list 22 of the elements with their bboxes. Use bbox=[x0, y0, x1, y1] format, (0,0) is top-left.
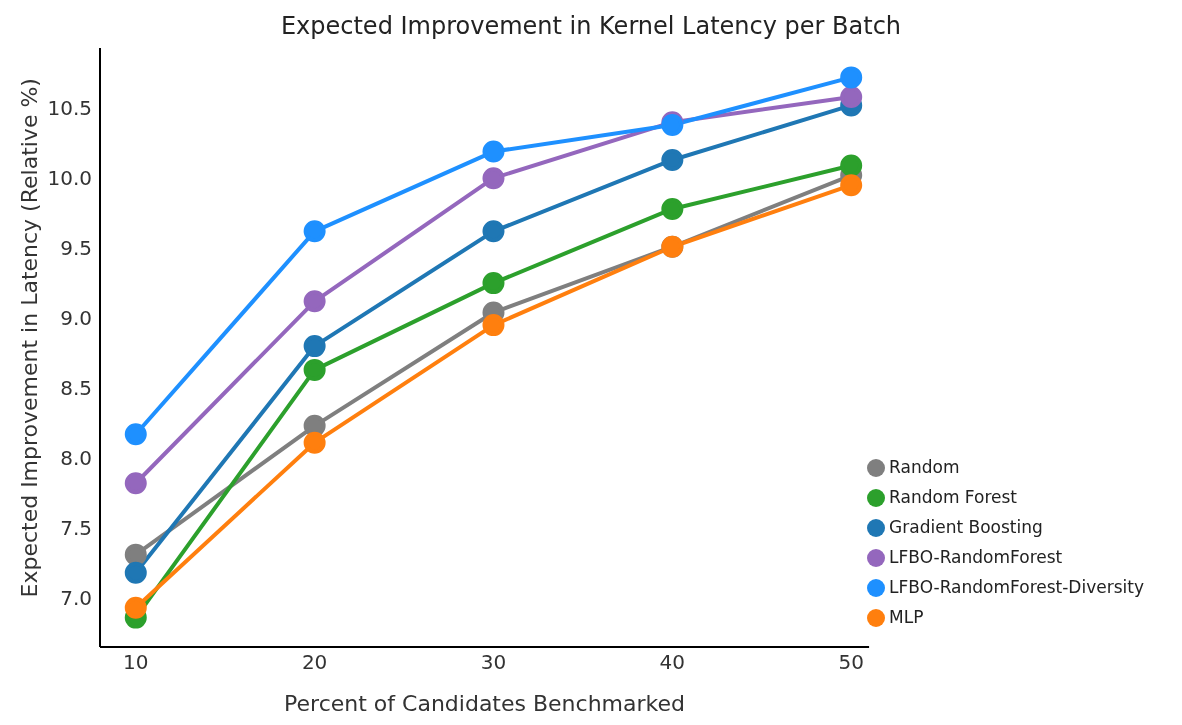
y-tick-label: 9.5 bbox=[60, 236, 92, 261]
legend-label: Gradient Boosting bbox=[889, 517, 1043, 537]
legend-label: Random Forest bbox=[889, 487, 1018, 507]
y-tick-label: 10.0 bbox=[47, 166, 92, 191]
y-tick-label: 9.0 bbox=[60, 306, 92, 331]
legend-label: LFBO-RandomForest-Diversity bbox=[889, 577, 1144, 597]
y-tick-label: 8.5 bbox=[60, 376, 92, 401]
y-tick-label: 10.5 bbox=[47, 96, 92, 121]
x-tick-label: 20 bbox=[301, 650, 328, 675]
chart-title: Expected Improvement in Kernel Latency per Batch bbox=[279, 11, 903, 42]
y-tick-label: 8.0 bbox=[60, 446, 92, 471]
x-tick-label: 40 bbox=[659, 650, 686, 675]
y-axis-title: Expected Improvement in Latency (Relative %) bbox=[16, 78, 42, 598]
x-tick-label: 50 bbox=[838, 650, 864, 675]
legend-label: Random bbox=[889, 457, 960, 477]
x-tick-label: 10 bbox=[123, 650, 149, 675]
x-tick-label: 30 bbox=[480, 650, 507, 675]
y-tick-label: 7.0 bbox=[60, 586, 92, 611]
x-axis-title: Percent of Candidates Benchmarked bbox=[284, 691, 685, 716]
legend-label: MLP bbox=[889, 607, 924, 627]
y-tick-label: 7.5 bbox=[60, 516, 92, 541]
legend-label: LFBO-RandomForest bbox=[889, 547, 1063, 567]
